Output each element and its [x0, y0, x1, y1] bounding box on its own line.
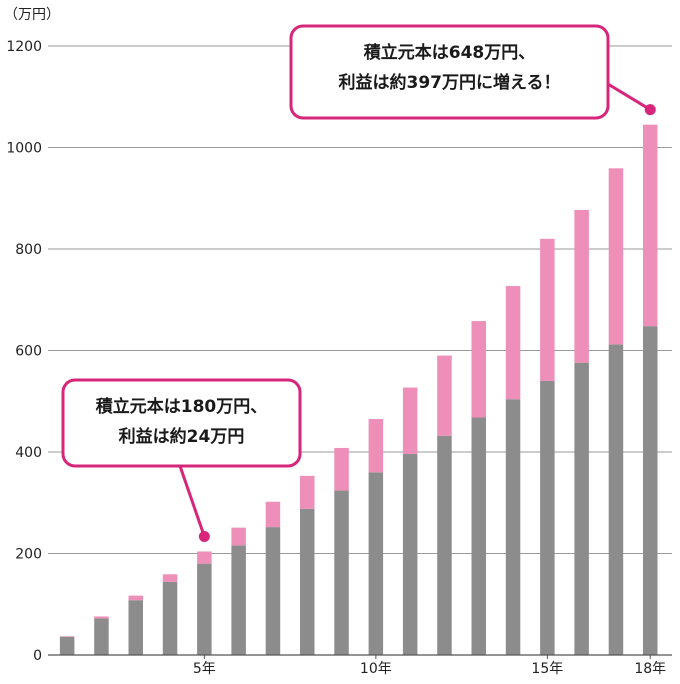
- annotation-leader-line: [178, 465, 206, 537]
- bar-principal-segment: [162, 581, 178, 655]
- bar-principal-segment: [368, 472, 384, 655]
- annotation-text-line: 利益は約24万円: [119, 426, 245, 447]
- bar-principal-segment: [59, 636, 75, 655]
- bar-profit-segment: [505, 286, 521, 400]
- y-axis-unit-label: （万円）: [4, 7, 60, 23]
- x-axis-ticks: 5年 10年 15年 18年: [193, 655, 666, 677]
- y-tick-label: 600: [15, 344, 42, 360]
- x-tick-label: 15年: [531, 661, 563, 677]
- annotations: 積立元本は180万円、利益は約24万円 積立元本は648万円、利益は約397万円に…: [61, 24, 656, 542]
- y-tick-label: 0: [33, 648, 42, 664]
- annotation-dot: [644, 104, 656, 116]
- y-tick-label: 800: [15, 242, 42, 258]
- bar-profit-segment: [197, 551, 212, 564]
- x-tick-label: 10年: [360, 661, 392, 677]
- y-tick-label: 400: [15, 445, 42, 461]
- bar-profit-segment: [540, 238, 555, 381]
- bar-profit-segment: [265, 501, 281, 528]
- bar-profit-segment: [402, 387, 418, 455]
- annotation-text-line: 積立元本は648万円、: [364, 42, 536, 63]
- bar-principal-segment: [540, 380, 555, 655]
- bar-profit-segment: [94, 616, 109, 619]
- bar-principal-segment: [471, 417, 486, 655]
- bar-profit-segment: [300, 475, 315, 509]
- bar-principal-segment: [608, 344, 624, 655]
- bar-profit-segment: [368, 419, 384, 473]
- bar-profit-segment: [643, 124, 658, 327]
- x-tick-label: 5年: [193, 661, 216, 677]
- bar-principal-segment: [231, 545, 246, 655]
- bar-principal-segment: [437, 435, 452, 655]
- bar-profit-segment: [128, 595, 143, 601]
- annotation-box: [61, 378, 302, 468]
- bar-profit-segment: [608, 168, 624, 345]
- annotation-box: [289, 24, 610, 120]
- bar-principal-segment: [643, 326, 658, 655]
- bar-principal-segment: [574, 362, 589, 655]
- y-tick-label: 200: [15, 547, 42, 563]
- y-tick-label: 1000: [6, 141, 42, 157]
- bar-profit-segment: [437, 355, 452, 436]
- bar-principal-segment: [334, 490, 349, 655]
- annotation-text-line: 利益は約397万円に増える！: [339, 72, 561, 93]
- y-axis-ticks: 0 200 400 600 800 1000 1200: [6, 39, 42, 664]
- bar-principal-segment: [128, 600, 143, 655]
- bar-profit-segment: [334, 447, 349, 491]
- annotation-callout: 積立元本は648万円、利益は約397万円に増える！: [289, 24, 656, 120]
- y-tick-label: 1200: [6, 39, 42, 55]
- x-tick-label: 18年: [634, 661, 666, 677]
- bar-principal-segment: [265, 527, 281, 655]
- annotation-callout: 積立元本は180万円、利益は約24万円: [61, 378, 302, 542]
- bar-principal-segment: [197, 563, 212, 655]
- annotation-dot: [198, 530, 210, 542]
- bar-profit-segment: [59, 636, 75, 637]
- bar-principal-segment: [402, 454, 418, 655]
- bar-profit-segment: [162, 574, 178, 582]
- bar-principal-segment: [505, 399, 521, 655]
- bar-profit-segment: [574, 209, 589, 363]
- bar-profit-segment: [471, 321, 486, 418]
- bar-principal-segment: [94, 618, 109, 655]
- annotation-text-line: 積立元本は180万円、: [96, 396, 268, 417]
- bars: [59, 124, 658, 655]
- bar-profit-segment: [231, 527, 246, 546]
- bar-principal-segment: [300, 508, 315, 655]
